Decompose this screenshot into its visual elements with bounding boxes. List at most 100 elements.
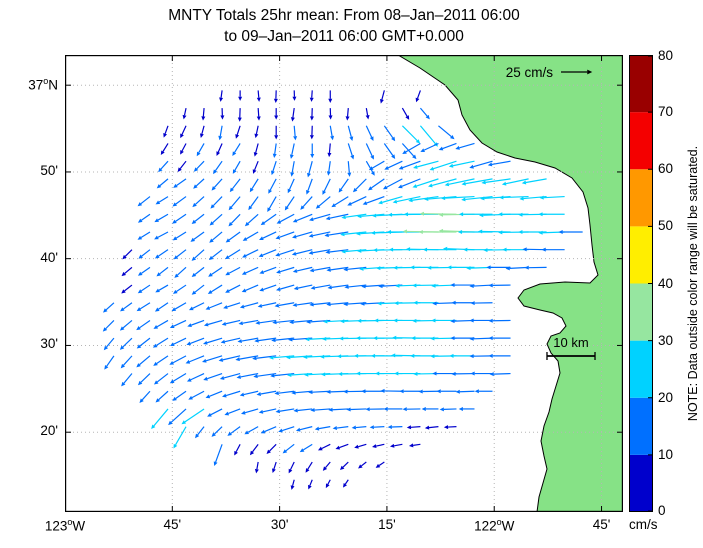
current-vector: [469, 284, 493, 289]
current-vector: [237, 337, 259, 344]
current-vector: [275, 231, 295, 240]
current-vector: [419, 125, 438, 147]
current-vector: [173, 249, 187, 260]
current-vector: [203, 372, 223, 381]
current-vector: [488, 318, 511, 323]
current-vector: [137, 284, 151, 294]
current-vector: [154, 213, 169, 223]
current-vector: [469, 318, 493, 323]
current-vector: [354, 443, 367, 449]
current-vector: [256, 90, 261, 102]
current-vector: [188, 390, 205, 400]
current-vector: [308, 249, 331, 255]
current-vector: [368, 160, 385, 171]
current-vector: [173, 178, 187, 188]
lon-tick-label: 30': [270, 517, 289, 532]
current-vector: [524, 265, 547, 270]
current-vector: [372, 443, 385, 449]
current-vector: [186, 373, 205, 382]
current-vector: [155, 284, 169, 293]
current-vector: [232, 143, 241, 156]
current-vector: [365, 407, 385, 412]
current-vector: [137, 373, 151, 386]
current-vector: [347, 196, 367, 206]
current-vector: [499, 195, 529, 200]
current-vector: [169, 319, 187, 329]
current-vector: [242, 231, 259, 241]
current-vector: [315, 196, 331, 209]
current-vector: [369, 425, 385, 430]
chart-title: MNTY Totals 25hr mean: From 08–Jan–2011 …: [65, 5, 623, 47]
current-vector: [240, 408, 259, 415]
current-vector: [228, 196, 241, 211]
current-vector: [470, 371, 493, 376]
current-vector: [274, 125, 279, 140]
current-vector: [292, 213, 313, 223]
scale-bar: 10 km: [546, 335, 596, 360]
current-vector: [211, 178, 223, 191]
current-vector: [289, 143, 295, 159]
current-vector: [181, 408, 205, 425]
colorbar-tick-label: 40: [658, 275, 674, 291]
current-vector: [361, 389, 385, 394]
current-vector: [365, 160, 375, 176]
current-vector: [399, 389, 421, 394]
current-vector: [258, 249, 277, 258]
current-vector: [238, 319, 259, 326]
current-vector: [102, 320, 115, 332]
current-vector: [292, 302, 313, 307]
current-vector: [137, 213, 151, 223]
current-vector: [351, 425, 367, 430]
current-vector: [119, 337, 133, 350]
chart-title-line2: to 09–Jan–2011 06:00 GMT+0.000: [224, 28, 464, 45]
current-vector: [328, 108, 333, 120]
current-vector: [398, 160, 421, 170]
current-vector: [389, 443, 403, 448]
current-vector: [242, 249, 259, 258]
current-vector: [153, 373, 169, 385]
current-vector: [541, 247, 565, 252]
current-vector: [408, 443, 421, 448]
current-vector: [213, 160, 223, 175]
current-vector: [305, 461, 313, 473]
current-vector: [153, 319, 169, 329]
current-vector: [469, 336, 493, 341]
current-vector: [203, 337, 223, 345]
current-vector: [229, 178, 241, 193]
current-vector: [375, 461, 385, 468]
current-vector: [138, 249, 151, 259]
current-vector: [228, 213, 241, 227]
current-vector: [120, 355, 133, 369]
current-vector: [268, 178, 277, 194]
current-vector: [401, 107, 410, 120]
current-vector: [327, 284, 349, 290]
current-vector: [274, 390, 295, 396]
current-vector: [325, 213, 349, 221]
current-vector: [278, 426, 295, 433]
current-vector: [436, 389, 457, 394]
current-vector: [272, 143, 277, 159]
current-vector: [352, 178, 367, 193]
current-vector: [308, 390, 331, 395]
current-vector: [486, 265, 511, 270]
current-vector: [420, 142, 439, 152]
current-vector: [332, 426, 349, 431]
current-vector: [300, 196, 313, 210]
current-vector: [286, 355, 313, 360]
current-vector: [380, 388, 403, 393]
current-vector: [419, 107, 430, 120]
current-vector: [329, 125, 335, 141]
grid-lines: [65, 55, 623, 512]
current-vector: [253, 372, 277, 379]
current-vector: [137, 196, 151, 207]
current-vector: [169, 373, 187, 384]
current-vector: [341, 213, 367, 220]
current-vector: [224, 249, 241, 260]
current-vector: [474, 389, 493, 394]
current-vector: [343, 479, 349, 488]
svg-text:25 cm/s: 25 cm/s: [506, 65, 554, 80]
chart-title-line1: MNTY Totals 25hr mean: From 08–Jan–2011 …: [168, 7, 520, 24]
current-vector: [461, 195, 493, 202]
current-vector: [169, 337, 187, 346]
current-vector: [317, 443, 331, 451]
